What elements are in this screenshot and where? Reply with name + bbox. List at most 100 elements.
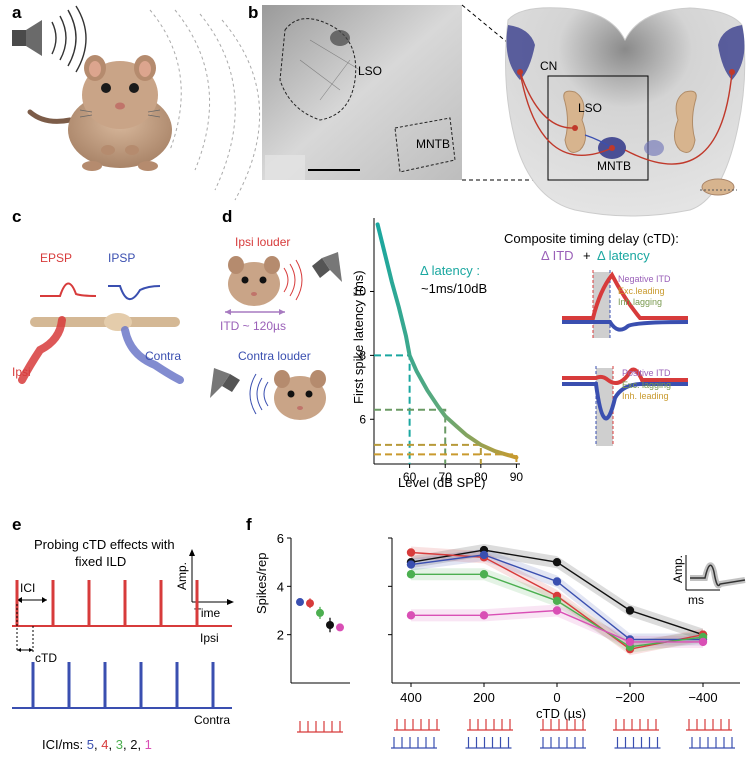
ici-legend: ICI/ms: 5, 4, 3, 2, 1 [42,737,152,752]
f-right-xtick-label: 400 [400,690,422,705]
ici-legend-value: 2 [127,737,138,752]
pos-inh-label: Inh. leading [622,391,669,401]
panel-label-b: b [248,3,258,22]
f-series-point [552,596,562,606]
panel-label-e: e [12,515,21,534]
itd-label: ITD ~ 120µs [220,319,286,333]
f-series-point [406,611,416,620]
f-series-point [698,637,708,647]
ctd-formula-plus: + [583,248,591,263]
neg-inh-label: Inh.lagging [618,297,662,307]
synapse-schematic: EPSP IPSP Ipsi Contra [12,251,184,384]
ici-legend-value: , [94,737,98,752]
e-contra-label: Contra [194,713,230,727]
ici-legend-value: , [109,737,113,752]
ctd-formula-itd: Δ ITD [541,248,574,263]
stimulus-schematic: Amp. Time ICI Ipsi cTD Contra [12,549,234,727]
ipsi-louder-label: Ipsi louder [235,235,290,249]
f-series-point [625,637,635,647]
latency-curve [375,222,519,460]
f-right-xtick-label: 200 [473,690,495,705]
mntb-label: MNTB [597,159,631,173]
f-right-xtick-label: −200 [615,690,644,705]
f-ylabel: Spikes/rep [254,553,269,614]
f-series-point [552,557,562,567]
gerbil-face-top [228,252,342,306]
baseline-spikes-chart: 2 4 6 Spikes/rep [254,531,350,684]
cn-label: CN [540,59,557,73]
e-title-2: fixed ILD [75,554,126,569]
ici-legend-value: 5 [87,737,94,752]
micrograph: LSO MNTB [262,5,462,180]
ici-legend-value: 4 [98,737,109,752]
ici-legend-value: 1 [141,737,152,752]
f-series-point [625,606,635,615]
f-left-point [336,623,344,632]
lso-label: LSO [578,101,602,115]
e-time-label: Time [194,606,221,620]
latency-xtick-label: 90 [510,470,524,484]
speaker-icon-contra [210,368,240,398]
micro-lso-label: LSO [358,64,382,78]
sound-waves [51,5,87,73]
f-left-point [306,599,314,608]
latency-chart: 60 70 80 90 6 8 10 Level (dB SPL) First spike … [351,218,523,490]
pos-itd-label: Positive ITD [622,368,671,378]
latency-xtick-label: 60 [403,470,417,484]
latency-xlabel: Level (dB SPL) [398,475,485,490]
micro-mntb-label: MNTB [416,137,450,151]
f-left-point [326,621,334,629]
f-series-point [406,570,416,579]
f-series-point [479,570,489,579]
speaker-icon [12,20,42,56]
panel-label-d: d [222,207,232,226]
latency-dashed-marker [374,443,482,464]
f-series-point [552,577,562,586]
f-series-point [406,548,416,557]
sound-waves-far [149,9,261,201]
inset-ms: ms [688,593,704,607]
e-amp-label: Amp. [175,562,189,590]
f-right-xtick-label: −400 [688,690,717,705]
ipsi-input-label: Ipsi [12,365,31,379]
orientation-icon [700,178,737,196]
ipsp-trace [108,285,161,300]
latency-ytick-label: 10 [353,284,367,298]
ctd-title: Composite timing delay (cTD): [504,231,679,246]
f-ytick-label: 2 [277,628,284,643]
latency-ytick-label: 8 [359,348,366,362]
speaker-icon-ipsi [312,252,342,282]
ici-legend-prefix: ICI/ms: [42,737,83,752]
contra-input-label: Contra [145,349,181,363]
stimulus-icons [297,719,735,749]
latency-xtick-label: 80 [474,470,488,484]
epsp-label: EPSP [40,251,72,265]
ici-legend-value: 3 [112,737,123,752]
panel-label-a: a [12,3,22,22]
ici-legend-value: , [123,737,127,752]
latency-xtick-label: 70 [439,470,453,484]
f-series-point [552,606,562,615]
e-ipsi-label: Ipsi [200,631,219,645]
ici-label: ICI [20,581,35,595]
inset-amp: Amp. [671,555,685,583]
latency-ytick-label: 6 [359,412,366,426]
ici-legend-value: , [137,737,141,752]
f-series-point [479,611,489,620]
latency-ylabel: First spike latency (ms) [351,270,366,404]
f-xlabel: cTD (µs) [536,706,586,721]
panel-label-c: c [12,207,21,226]
brainstem-schematic: CN LSO MNTB [505,7,746,217]
ctd-formula-latency: Δ latency [597,248,650,263]
contra-louder-label: Contra louder [238,349,311,363]
latency-dashed-marker [374,408,447,464]
ctd-spikes-chart: 400 200 0 −200 −400 cTD (µs) Amp. ms [388,537,746,721]
e-title-1: Probing cTD effects with [34,537,175,552]
positive-itd-traces: Positive ITD Exc. lagging Inh. leading [562,366,688,446]
gerbil-illustration [12,5,261,201]
spike-waveform-inset: Amp. ms [671,555,746,607]
f-series-band [411,548,703,646]
pos-exc-label: Exc. lagging [622,380,671,390]
